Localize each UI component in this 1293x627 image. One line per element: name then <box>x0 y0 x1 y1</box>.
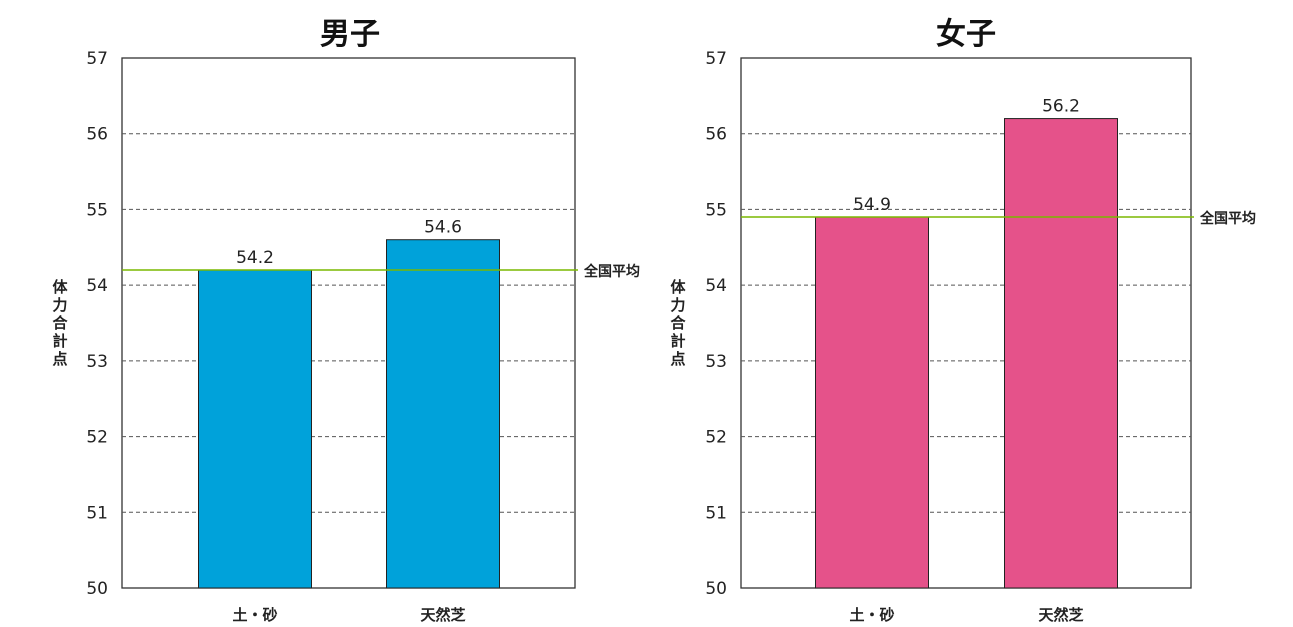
y-axis-label: 体力合計点 <box>669 278 686 368</box>
bar-value-label: 54.2 <box>236 248 274 268</box>
national-average-label: 全国平均 <box>1199 210 1256 227</box>
y-tick-label: 52 <box>705 428 727 448</box>
y-tick-label: 56 <box>705 125 727 145</box>
bar-1 <box>815 216 929 589</box>
y-tick-label: 51 <box>86 503 108 523</box>
x-category-label: 天然芝 <box>420 606 465 624</box>
x-category-label: 土・砂 <box>232 606 277 624</box>
bar-value-label: 54.6 <box>424 218 462 238</box>
bar-value-label: 54.9 <box>853 195 891 215</box>
y-axis-label: 体力合計点 <box>51 278 68 368</box>
y-tick-label: 55 <box>86 200 108 220</box>
y-tick-label: 52 <box>86 428 108 448</box>
y-tick-label: 50 <box>86 579 108 599</box>
x-category-label: 土・砂 <box>849 606 894 624</box>
y-tick-label: 54 <box>705 276 727 296</box>
y-tick-label: 57 <box>705 49 727 69</box>
x-category-label: 天然芝 <box>1038 606 1083 624</box>
bar-value-label: 56.2 <box>1042 97 1080 117</box>
national-average-label: 全国平均 <box>583 263 640 280</box>
y-tick-label: 54 <box>86 276 108 296</box>
bar-2 <box>1004 118 1118 589</box>
chart-boys: 50 51 52 53 54 55 56 57 54.2 土・砂 54.6 天然芝 全国平均 男子体力合計… <box>51 17 640 624</box>
y-tick-label: 51 <box>705 503 727 523</box>
y-tick-label: 53 <box>86 352 108 372</box>
y-tick-label: 57 <box>86 49 108 69</box>
y-tick-label: 50 <box>705 579 727 599</box>
y-tick-label: 56 <box>86 125 108 145</box>
bar-2 <box>386 239 500 589</box>
chart-title: 男子 <box>320 17 380 52</box>
y-tick-label: 53 <box>705 352 727 372</box>
bar-1 <box>198 269 312 589</box>
plot-area <box>740 57 1192 589</box>
chart-girls: 50 51 52 53 54 55 56 57 54.9 土・砂 56.2 天然芝 全国平均 女子体力合計… <box>669 17 1256 624</box>
y-tick-label: 55 <box>705 200 727 220</box>
plot-area <box>121 57 576 589</box>
chart-title: 女子 <box>936 17 996 52</box>
